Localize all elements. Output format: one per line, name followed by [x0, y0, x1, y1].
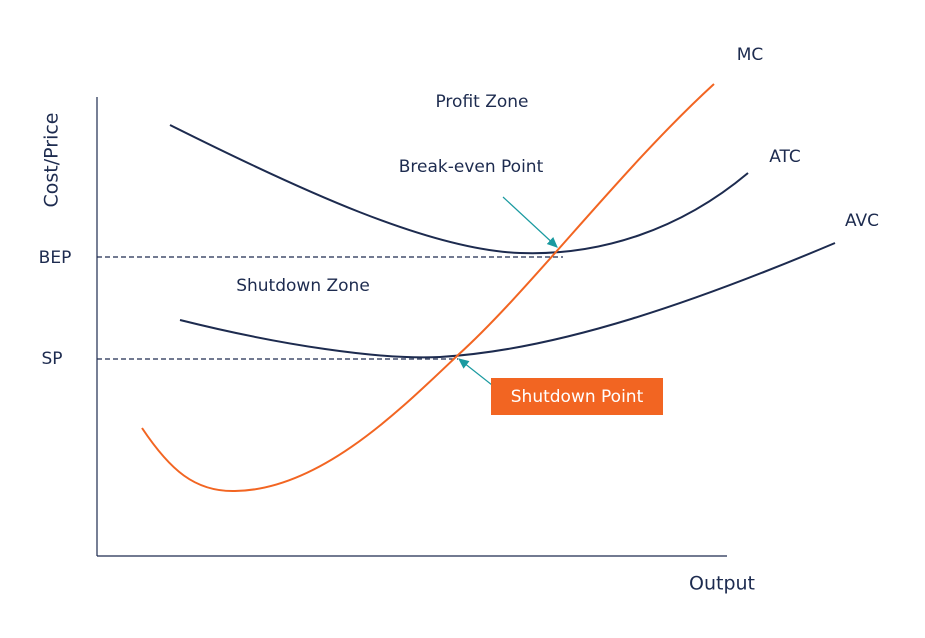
zone-label: Profit Zone [435, 92, 528, 112]
atc-curve [169, 124, 749, 255]
mc-curve [141, 83, 715, 493]
arrow [458, 358, 493, 386]
curve-label: ATC [769, 147, 801, 167]
point-label: Shutdown Point [511, 387, 644, 407]
point-label: Break-even Point [399, 157, 544, 177]
curve-label: AVC [845, 211, 879, 231]
curve-label: MC [737, 45, 764, 65]
shutdown-point-box [491, 378, 663, 415]
avc-curve [179, 242, 836, 359]
zone-label: Shutdown Zone [236, 276, 370, 296]
y-label: Cost/Price [41, 113, 63, 208]
y-mark: BEP [39, 248, 72, 268]
arrow [502, 196, 558, 248]
y-mark: SP [41, 349, 62, 369]
x-label: Output [689, 573, 755, 595]
